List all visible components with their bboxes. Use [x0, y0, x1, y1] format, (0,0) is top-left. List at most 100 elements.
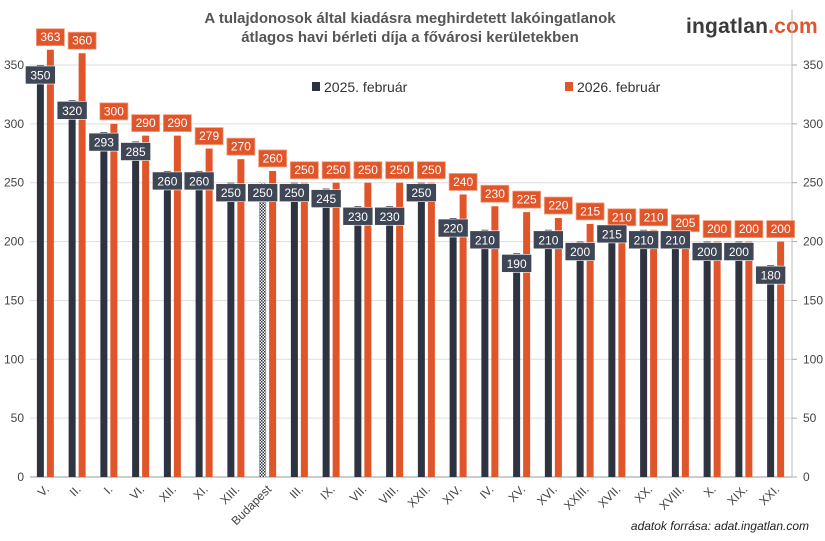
data-label-2026: 215 — [580, 204, 600, 218]
y-tick-label-left: 200 — [4, 235, 24, 249]
y-tick-label-left: 350 — [4, 58, 24, 72]
bar-2026 — [237, 159, 245, 477]
bar-2025 — [735, 241, 743, 477]
x-tick-label: III. — [287, 482, 306, 501]
legend-swatch — [312, 82, 320, 91]
data-label-2026: 210 — [612, 210, 632, 224]
bar-2025 — [100, 132, 108, 477]
bar-2025 — [36, 65, 44, 477]
x-tick-label: XXII. — [405, 482, 433, 510]
data-label-2026: 250 — [390, 163, 410, 177]
data-label-2025-box — [215, 183, 247, 203]
data-label-2026-box — [289, 161, 319, 180]
bar-2026 — [491, 206, 499, 477]
data-label-2026-box — [162, 114, 192, 133]
data-label-2025-box — [247, 183, 278, 203]
x-tick-label: XX. — [632, 482, 656, 506]
bar-2026 — [110, 123, 118, 477]
x-tick-label: XIV. — [440, 482, 465, 507]
data-label-2025: 230 — [348, 210, 368, 224]
data-label-2025: 260 — [189, 174, 209, 188]
data-label-2025-box — [564, 242, 596, 261]
bar-2026 — [777, 241, 785, 477]
legend-label: 2025. február — [324, 79, 408, 95]
data-label-2025: 180 — [761, 269, 781, 283]
data-label-2025-box — [691, 242, 723, 261]
data-label-2026-box — [734, 220, 764, 238]
data-label-2026: 270 — [231, 140, 251, 154]
bar-2026 — [650, 229, 658, 477]
bar-2026 — [142, 135, 150, 477]
data-label-2026: 230 — [485, 187, 505, 201]
bar-2026 — [173, 135, 181, 477]
data-label-2026: 250 — [421, 163, 441, 177]
data-label-2026: 290 — [136, 116, 156, 130]
data-label-2025: 210 — [475, 233, 495, 247]
x-tick-label: VI. — [127, 482, 147, 502]
data-label-2025: 215 — [602, 227, 622, 241]
bar-2025 — [703, 241, 711, 477]
legend-label: 2026. február — [577, 79, 661, 95]
data-label-2026-box — [258, 149, 288, 168]
x-tick-label: V. — [35, 482, 52, 499]
bar-2025 — [417, 182, 425, 477]
data-label-2025-box — [501, 254, 532, 273]
x-tick-label: XIX. — [725, 482, 751, 508]
data-label-2025-box — [56, 101, 88, 120]
data-label-2025: 200 — [729, 245, 749, 259]
source-note: adatok forrása: adat.ingatlan.com — [630, 519, 809, 533]
data-label-2025: 190 — [507, 257, 527, 271]
y-tick-label-right: 250 — [803, 176, 823, 190]
data-label-2026: 290 — [167, 116, 187, 130]
data-label-2025: 250 — [221, 186, 241, 200]
data-label-2025-box — [183, 171, 215, 191]
data-label-2026-box — [35, 28, 65, 47]
y-tick-label-right: 200 — [803, 235, 823, 249]
bar-2026 — [205, 148, 213, 477]
data-label-2025-box — [469, 230, 501, 250]
bar-2025 — [259, 182, 267, 477]
data-label-2025-box — [723, 242, 755, 261]
x-tick-label: II. — [67, 482, 84, 499]
data-label-2026: 260 — [263, 151, 283, 165]
data-label-2025-box — [437, 218, 469, 238]
data-label-2026: 240 — [453, 175, 473, 189]
data-label-2026-box — [639, 208, 669, 227]
data-label-2025-box — [374, 206, 405, 226]
bar-2026 — [618, 229, 626, 477]
y-tick-label-right: 300 — [803, 117, 823, 131]
data-label-2025: 260 — [157, 174, 177, 188]
title-line-2: átlagos havi bérleti díja a fővárosi ker… — [241, 29, 579, 46]
bar-2026 — [745, 241, 753, 477]
data-label-2025-box — [660, 230, 691, 250]
bar-2026 — [427, 182, 435, 477]
data-label-2026: 300 — [104, 104, 124, 118]
bar-2025 — [481, 229, 489, 477]
bar-2026 — [586, 223, 594, 477]
data-label-2026: 250 — [358, 163, 378, 177]
data-label-2025-box — [342, 206, 374, 226]
data-label-2026: 200 — [771, 222, 791, 236]
data-label-2026: 250 — [326, 163, 346, 177]
data-label-2026-box — [512, 190, 542, 209]
data-label-2025: 200 — [697, 245, 717, 259]
y-tick-label-left: 150 — [4, 293, 24, 307]
bar-2025 — [640, 229, 648, 477]
data-label-2025-box — [406, 183, 437, 203]
data-label-2026-box — [99, 102, 129, 121]
data-label-2026-box — [416, 161, 446, 180]
bar-2025 — [386, 206, 394, 477]
y-tick-label-left: 100 — [4, 352, 24, 366]
y-tick-label-left: 300 — [4, 117, 24, 131]
data-label-2025-box — [152, 171, 183, 191]
legend-swatch — [565, 82, 573, 91]
data-label-2025-box — [596, 224, 628, 244]
data-label-2025-box — [88, 132, 120, 152]
title-line-1: A tulajdonosok által kiadásra meghirdete… — [204, 10, 616, 27]
data-label-2026-box — [543, 196, 573, 215]
y-tick-label-right: 350 — [803, 58, 823, 72]
bar-2025 — [513, 253, 521, 477]
data-label-2026: 279 — [199, 129, 219, 143]
bar-2025 — [671, 229, 679, 477]
